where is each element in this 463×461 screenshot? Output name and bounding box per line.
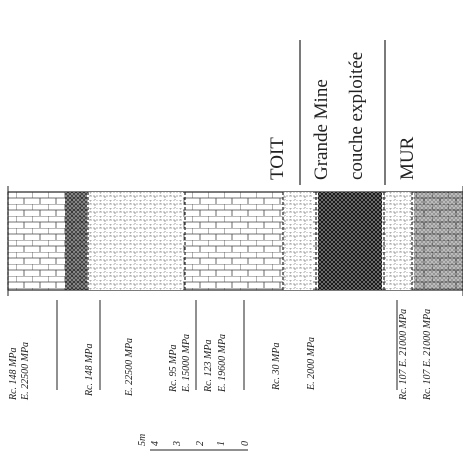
property-label: Rc. 107 E. 21000 MPa	[422, 309, 433, 401]
property-label: E. 22500 MPa	[124, 338, 135, 397]
layer-label: Grande Mine	[311, 79, 332, 180]
scale-label: 0	[240, 441, 251, 446]
property-label: Rc. 107 E. 21000 MPa	[398, 309, 409, 401]
scale-label: 3	[172, 441, 183, 447]
property-label: E. 2000 MPa	[306, 337, 317, 391]
property-label: Rc. 148 MPa	[8, 348, 19, 402]
property-label: E. 19600 MPa	[217, 334, 228, 393]
layer-label: TOIT	[267, 137, 288, 180]
layer-label: MUR	[397, 136, 418, 180]
layer-label: couche exploitée	[346, 52, 367, 180]
property-label: Rc. 95 MPa	[168, 345, 179, 394]
property-label: E. 22500 MPa	[20, 342, 31, 401]
scale-label: 4	[150, 441, 161, 446]
property-label: Rc. 148 MPa	[84, 344, 95, 398]
property-label: Rc. 123 MPa	[203, 340, 214, 394]
property-label: Rc. 30 MPa	[271, 343, 282, 392]
scale-label: 1	[216, 441, 227, 446]
column	[8, 186, 463, 296]
stratigraphic-column: TOIT Grande Mine couche exploitée MUR Rc…	[0, 0, 463, 461]
property-label: E. 15000 MPa	[181, 334, 192, 393]
scale-label: 5m	[137, 434, 148, 446]
scale-label: 2	[195, 441, 206, 446]
